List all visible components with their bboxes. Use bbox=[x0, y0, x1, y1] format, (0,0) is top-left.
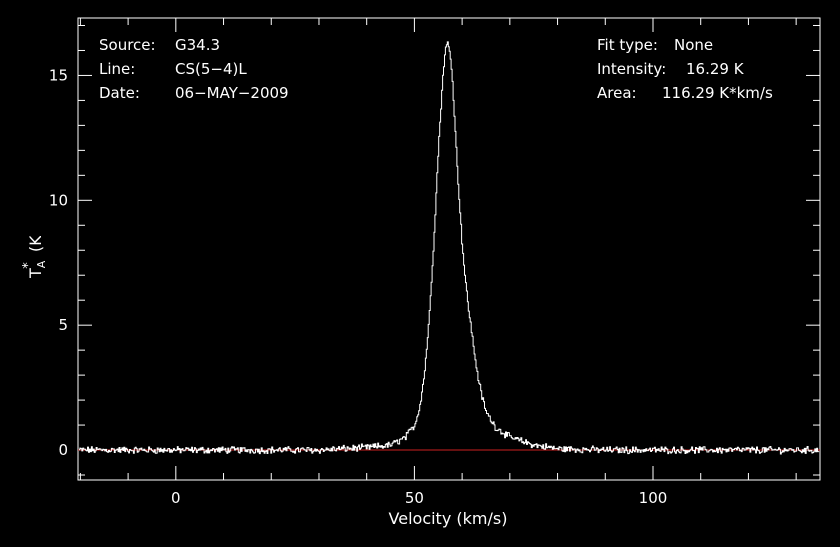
x-tick-label: 100 bbox=[639, 489, 668, 507]
date-label: Date: bbox=[99, 84, 140, 102]
x-axis-label: Velocity (km/s) bbox=[389, 509, 508, 528]
y-tick-label: 10 bbox=[49, 191, 68, 209]
x-tick-label: 50 bbox=[405, 489, 424, 507]
y-tick-label: 5 bbox=[58, 316, 68, 334]
area-label: Area: bbox=[597, 84, 637, 102]
source-value: G34.3 bbox=[175, 36, 221, 54]
svg-text:TA* (K): TA* (K) bbox=[21, 236, 48, 279]
y-tick-label: 0 bbox=[58, 441, 68, 459]
plot-frame bbox=[77, 17, 821, 481]
spectrum-line bbox=[79, 41, 820, 455]
y-axis-label: TA* (K) bbox=[14, 229, 54, 296]
fit-type-value: None bbox=[674, 36, 714, 54]
intensity-label: Intensity: bbox=[597, 60, 667, 78]
source-label: Source: bbox=[99, 36, 156, 54]
y-tick-label: 15 bbox=[49, 66, 68, 84]
x-tick-label: 0 bbox=[171, 489, 181, 507]
intensity-value: 16.29 K bbox=[686, 60, 744, 78]
area-value: 116.29 K*km/s bbox=[662, 84, 773, 102]
line-label: Line: bbox=[99, 60, 136, 78]
date-value: 06−MAY−2009 bbox=[175, 84, 289, 102]
line-value: CS(5−4)L bbox=[175, 60, 247, 78]
fit-type-label: Fit type: bbox=[597, 36, 658, 54]
